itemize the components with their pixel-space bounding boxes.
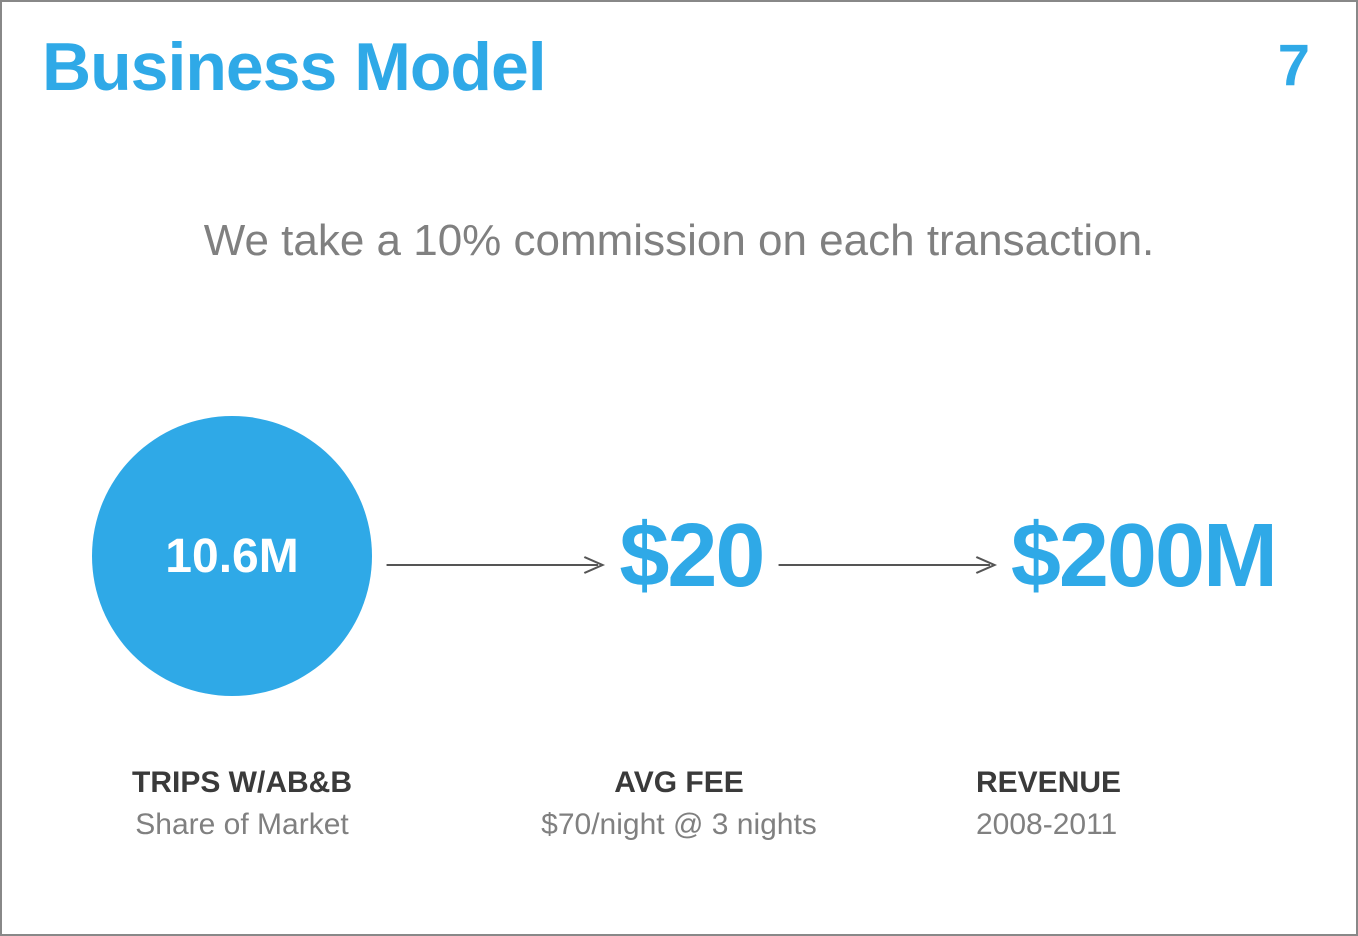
caption-avg-fee: AVG FEE $70/night @ 3 nights — [499, 766, 859, 842]
revenue-value: $200M — [1011, 505, 1276, 608]
arrow-icon — [382, 555, 609, 557]
flow-row: 10.6M $20 $200M — [42, 416, 1316, 696]
caption-sub: Share of Market — [82, 808, 402, 842]
caption-revenue: REVENUE 2008-2011 — [956, 766, 1276, 842]
caption-trips: TRIPS W/AB&B Share of Market — [82, 766, 402, 842]
caption-title: TRIPS W/AB&B — [82, 766, 402, 800]
caption-title: AVG FEE — [499, 766, 859, 800]
captions-row: TRIPS W/AB&B Share of Market AVG FEE $70… — [42, 766, 1316, 842]
slide-header: Business Model 7 — [42, 22, 1316, 106]
trips-circle-value: 10.6M — [165, 529, 298, 584]
slide: Business Model 7 We take a 10% commissio… — [0, 0, 1358, 936]
caption-sub: 2008-2011 — [976, 808, 1276, 842]
avg-fee-value: $20 — [619, 505, 763, 608]
caption-title: REVENUE — [976, 766, 1276, 800]
arrow-icon — [774, 555, 1001, 557]
caption-sub: $70/night @ 3 nights — [499, 808, 859, 842]
slide-title: Business Model — [42, 28, 546, 106]
trips-circle: 10.6M — [92, 416, 372, 696]
page-number: 7 — [1278, 32, 1310, 99]
slide-subtitle: We take a 10% commission on each transac… — [42, 216, 1316, 266]
